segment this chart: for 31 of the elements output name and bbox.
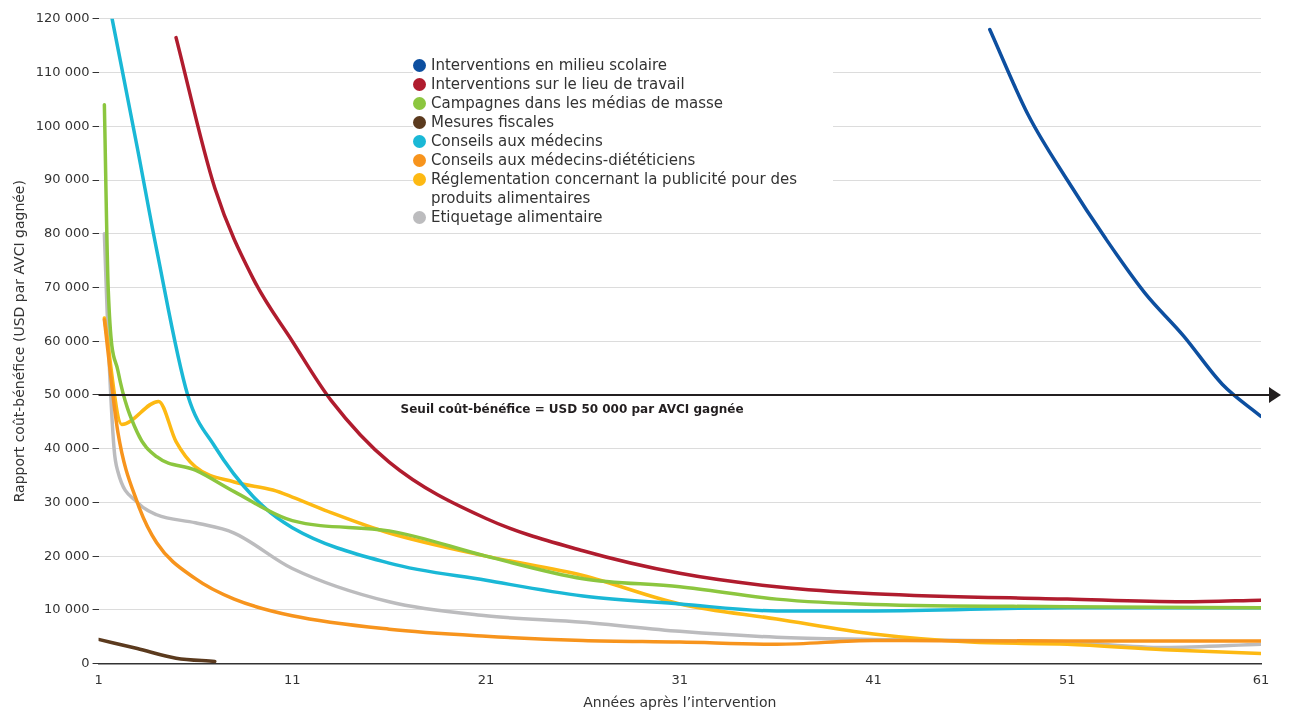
legend-label: Etiquetage alimentaire: [431, 208, 603, 227]
y-tick-label: 20 000: [44, 547, 90, 563]
x-tick-label: 41: [865, 671, 882, 687]
legend-label: Conseils aux médecins: [431, 132, 603, 151]
y-tick-label: 70 000: [44, 278, 90, 294]
y-tick-label: 100 000: [35, 117, 90, 133]
y-tick-label: 0: [81, 654, 90, 670]
x-axis-title: Années après l’intervention: [583, 694, 777, 711]
legend-label: Campagnes dans les médias de masse: [431, 94, 724, 113]
y-tick-label: 50 000: [44, 386, 90, 402]
x-tick-label: 1: [94, 671, 103, 687]
x-tick-label: 21: [477, 671, 495, 687]
y-tick-label: 40 000: [44, 440, 90, 456]
ref-line-label: Seuil coût-bénéfice = USD 50 000 par AVCI gagnée: [400, 402, 744, 417]
y-tick-label: 60 000: [44, 332, 90, 348]
legend-label: Interventions en milieu scolaire: [431, 56, 668, 75]
y-axis-title: Rapport coût-bénéfice (USD par AVCI gagnée): [11, 180, 28, 503]
x-tick-label: 61: [1252, 671, 1270, 687]
legend-label: Mesures fiscales: [431, 113, 555, 132]
y-tick-label: 10 000: [44, 601, 90, 617]
x-tick-label: 51: [1058, 671, 1076, 687]
x-tick-label: 31: [671, 671, 689, 687]
y-tick-label: 110 000: [35, 63, 90, 79]
y-tick-label: 80 000: [44, 225, 90, 241]
legend-label: Réglementation concernant la publicité pour des produits alimentaires: [431, 170, 798, 208]
legend-label: Conseils aux médecins-diététiciens: [431, 151, 696, 170]
y-tick-label: 30 000: [44, 493, 90, 509]
x-tick-label: 11: [284, 671, 301, 687]
y-tick-label: 90 000: [44, 171, 90, 187]
legend-label: Interventions sur le lieu de travail: [431, 75, 685, 94]
y-tick-label: 120 000: [35, 10, 90, 26]
